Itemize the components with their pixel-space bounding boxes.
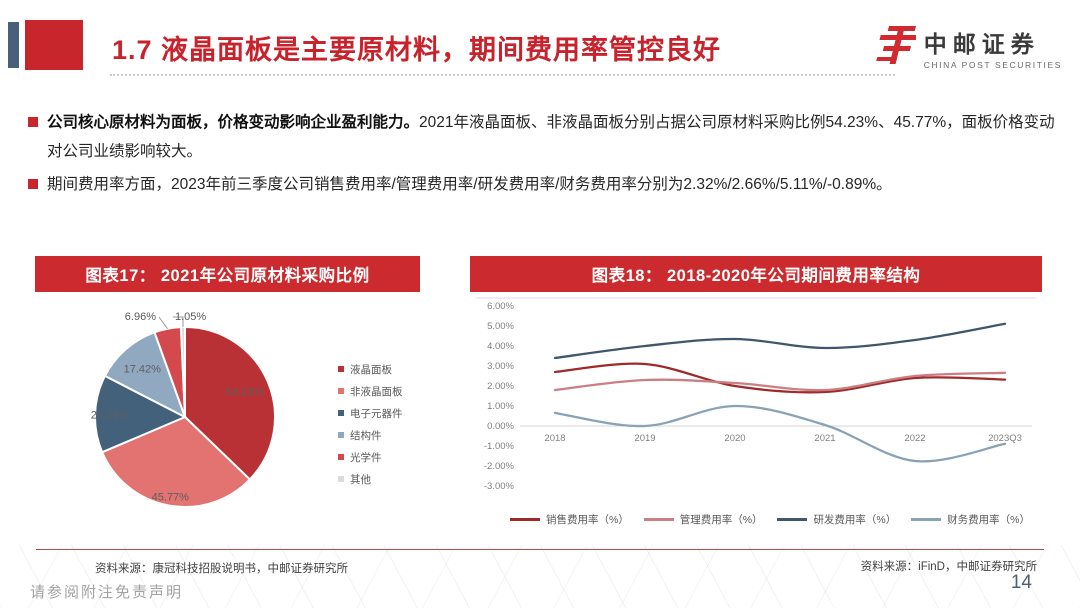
legend-label: 非液晶面板 xyxy=(350,385,403,398)
legend-label: 其他 xyxy=(350,473,371,486)
y-axis-tick-label: 1.00% xyxy=(487,401,514,412)
line-chart: 6.00% 5.00% 4.00% 3.00% 2.00% 1.00% 0.00% -1.00… xyxy=(476,297,1036,492)
x-axis-tick-label: 2018 xyxy=(544,433,565,444)
pie-slice xyxy=(94,374,188,454)
header-divider xyxy=(110,74,895,76)
line-legend-item: 财务费用率（%） xyxy=(911,512,1030,527)
legend-swatch-icon xyxy=(510,518,540,521)
footer-watermark xyxy=(0,545,1080,608)
pie-slice xyxy=(179,325,186,418)
y-axis-tick-label: 5.00% xyxy=(487,321,514,332)
pie-legend-item: 电子元器件 xyxy=(338,402,403,424)
bullet-list: 公司核心原材料为面板，价格变动影响企业盈利能力。2021年液晶面板、非液晶面板分… xyxy=(28,108,1058,203)
logo-text-en: CHINA POST SECURITIES xyxy=(923,60,1062,70)
y-axis-tick-label: 6.00% xyxy=(487,301,514,312)
figure-17-title: 图表17： 2021年公司原材料采购比例 xyxy=(35,256,420,292)
x-axis-tick-label: 2019 xyxy=(634,433,655,444)
accent-slate-block xyxy=(8,22,19,68)
legend-swatch-icon xyxy=(338,366,344,372)
legend-swatch-icon xyxy=(338,432,344,438)
legend-label: 光学件 xyxy=(350,451,382,464)
x-axis-tick-label: 2022 xyxy=(904,433,925,444)
pie-slice-label: 6.96% xyxy=(125,311,156,323)
legend-swatch-icon xyxy=(338,454,344,460)
pie-slice-label: 45.77% xyxy=(152,492,190,504)
legend-swatch-icon xyxy=(338,388,344,394)
pie-legend: 液晶面板非液晶面板电子元器件结构件光学件其他 xyxy=(338,358,403,490)
bullet-1-text: 2021年液晶面板、非液晶面板分别占据公司原材料采购比例54.23%、45.77… xyxy=(47,114,1055,160)
pie-slice-label: 54.23% xyxy=(226,387,264,399)
y-axis-tick-label: 4.00% xyxy=(487,341,514,352)
bullet-item-1: 公司核心原材料为面板，价格变动影响企业盈利能力。2021年液晶面板、非液晶面板分… xyxy=(28,108,1058,166)
legend-label: 结构件 xyxy=(350,429,382,442)
line-legend-item: 研发费用率（%） xyxy=(777,512,896,527)
line-series xyxy=(553,322,1007,360)
line-series xyxy=(553,371,1007,392)
pie-slice-label: 20.34% xyxy=(91,409,129,421)
legend-swatch-icon xyxy=(777,518,808,521)
line-series xyxy=(553,404,1007,463)
pie-callout-line xyxy=(158,316,168,329)
legend-label: 财务费用率（%） xyxy=(947,514,1030,526)
accent-red-block xyxy=(25,20,83,70)
disclaimer-text: 请参阅附注免责声明 xyxy=(30,584,184,601)
y-axis-tick-label: -1.00% xyxy=(484,441,515,452)
pie-legend-item: 非液晶面板 xyxy=(338,380,403,402)
page-number: 14 xyxy=(1010,572,1032,593)
legend-label: 液晶面板 xyxy=(350,363,392,376)
figure-18-title: 图表18： 2018-2020年公司期间费用率结构 xyxy=(470,256,1042,292)
y-axis-tick-label: 2.00% xyxy=(487,381,514,392)
legend-swatch-icon xyxy=(643,518,674,521)
x-axis-tick-label: 2021 xyxy=(814,433,835,444)
x-axis-tick-label: 2020 xyxy=(724,433,745,444)
pie-legend-item: 光学件 xyxy=(338,446,403,468)
china-post-emblem-icon xyxy=(872,22,919,73)
pie-chart-area: 54.23% 45.77% 20.34% 17.42% 6.96% 1.05% 液晶面板非… xyxy=(35,292,420,544)
source-note-left: 资料来源：康冠科技招股说明书，中邮证券研究所 xyxy=(95,563,348,575)
bullet-1-bold: 公司核心原材料为面板，价格变动影响企业盈利能力。 xyxy=(47,114,420,131)
legend-swatch-icon xyxy=(911,518,942,521)
page-title: 1.7 液晶面板是主要原材料，期间费用率管控良好 xyxy=(112,35,722,65)
footer-divider xyxy=(36,549,1044,550)
legend-label: 销售费用率（%） xyxy=(546,514,629,526)
legend-label: 电子元器件 xyxy=(350,407,403,420)
pie-callout-line xyxy=(173,316,184,327)
bullet-square-icon xyxy=(28,179,38,189)
bullet-square-icon xyxy=(28,117,38,127)
company-logo: 中邮证券 CHINA POST SECURITIES xyxy=(872,22,1062,73)
line-chart-legend: 销售费用率（%） 管理费用率（%） 研发费用率（%） 财务费用率（%） xyxy=(510,512,1030,527)
bullet-2-text: 期间费用率方面，2023年前三季度公司销售费用率/管理费用率/研发费用率/财务费… xyxy=(47,176,892,193)
pie-chart: 54.23% 45.77% 20.34% 17.42% 6.96% 1.05% xyxy=(91,311,276,508)
y-axis-tick-label: 0.00% xyxy=(487,421,514,432)
line-legend-item: 管理费用率（%） xyxy=(643,512,763,527)
legend-swatch-icon xyxy=(338,410,344,416)
line-chart-area: 6.00% 5.00% 4.00% 3.00% 2.00% 1.00% 0.00% -1.00… xyxy=(470,292,1042,544)
pie-legend-item: 液晶面板 xyxy=(338,358,403,380)
y-axis-tick-label: -2.00% xyxy=(484,461,515,472)
pie-slice xyxy=(184,325,276,481)
legend-swatch-icon xyxy=(338,476,344,482)
line-legend-item: 销售费用率（%） xyxy=(510,512,629,527)
logo-text-cn: 中邮证券 xyxy=(923,31,1040,57)
pie-slice xyxy=(103,331,187,420)
y-axis-tick-label: -3.00% xyxy=(484,481,515,492)
pie-slice-label: 1.05% xyxy=(175,311,206,323)
pie-slice-label: 17.42% xyxy=(124,363,162,375)
x-axis-tick-label: 2023Q3 xyxy=(988,433,1022,444)
bullet-item-2: 期间费用率方面，2023年前三季度公司销售费用率/管理费用率/研发费用率/财务费… xyxy=(28,170,1058,199)
source-note-right: 资料来源：iFinD，中邮证券研究所 xyxy=(860,561,1037,573)
y-axis-tick-label: 3.00% xyxy=(487,361,514,372)
pie-legend-item: 其他 xyxy=(338,468,403,490)
line-series xyxy=(553,362,1007,394)
figure-18-card: 图表18： 2018-2020年公司期间费用率结构 6.00% 5.00% 4.00… xyxy=(470,256,1042,544)
legend-label: 管理费用率（%） xyxy=(679,514,763,526)
legend-label: 研发费用率（%） xyxy=(813,514,897,526)
figure-17-card: 图表17： 2021年公司原材料采购比例 54.23% 45.77% 20.34% 1… xyxy=(35,256,420,544)
pie-slice xyxy=(100,415,252,508)
pie-legend-item: 结构件 xyxy=(338,424,403,446)
